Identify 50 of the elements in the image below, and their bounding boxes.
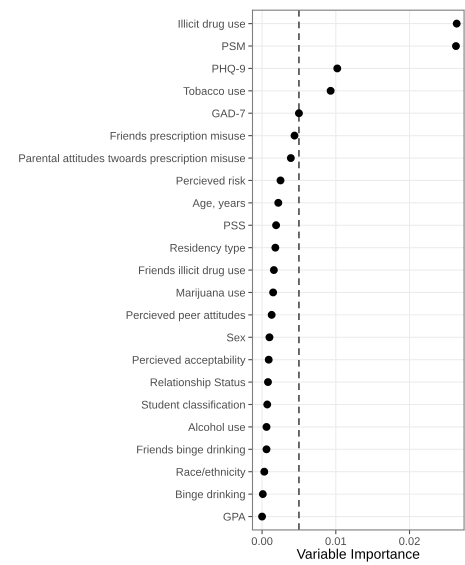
point <box>264 378 272 386</box>
y-tick-label: PSM <box>222 42 245 50</box>
y-tick-label: Age, years <box>192 199 246 210</box>
y-tick-label: Tobacco use <box>183 86 246 95</box>
y-tick-label: Marijuana use <box>176 288 246 299</box>
point <box>452 42 460 50</box>
point <box>326 86 335 95</box>
y-tick-label: Percieved acceptability <box>132 356 246 366</box>
y-tick-label: Relationship Status <box>150 378 246 388</box>
point <box>262 422 270 431</box>
x-tick-label: 0.02 <box>399 537 420 546</box>
point <box>258 490 267 498</box>
x-axis-title: Variable Importance <box>296 548 420 562</box>
point <box>258 512 266 520</box>
x-tick-label: 0.00 <box>252 537 272 546</box>
y-tick-label: Parental attitudes twoards prescription misuse <box>19 154 246 164</box>
point <box>290 132 298 140</box>
point <box>276 176 284 184</box>
y-tick-label: Percieved peer attitudes <box>126 310 246 322</box>
point <box>264 356 273 364</box>
y-tick-label: GAD-7 <box>212 110 245 118</box>
point <box>262 445 270 454</box>
y-tick-label: Friends illicit drug use <box>139 266 246 276</box>
point <box>333 64 342 72</box>
point <box>271 244 280 252</box>
point <box>452 20 461 28</box>
point <box>269 288 278 296</box>
y-tick-label: Binge drinking <box>176 490 245 500</box>
point <box>272 221 280 230</box>
y-tick-label: Friends prescription misuse <box>110 132 246 142</box>
y-tick-label: Race/ethnicity <box>176 468 246 478</box>
y-tick-label: Residency type <box>170 244 246 254</box>
y-tick-label: Percieved risk <box>176 176 246 185</box>
point <box>294 109 303 118</box>
point <box>266 333 274 342</box>
y-tick-label: Student classification <box>142 400 245 409</box>
y-tick-label: Illicit drug use <box>178 20 246 30</box>
point <box>274 198 282 207</box>
point <box>260 468 268 476</box>
y-tick-label: PHQ-9 <box>212 64 246 75</box>
x-tick-label: 0.01 <box>325 537 346 546</box>
y-tick-label: Sex <box>226 334 246 342</box>
y-tick-label: Alcohol use <box>188 422 246 432</box>
y-tick-label: GPA <box>223 512 246 521</box>
y-tick-label: Friends binge drinking <box>137 445 245 456</box>
point <box>270 266 278 274</box>
point <box>268 310 276 319</box>
point <box>286 154 295 162</box>
point <box>263 400 272 408</box>
y-tick-label: PSS <box>224 222 246 230</box>
